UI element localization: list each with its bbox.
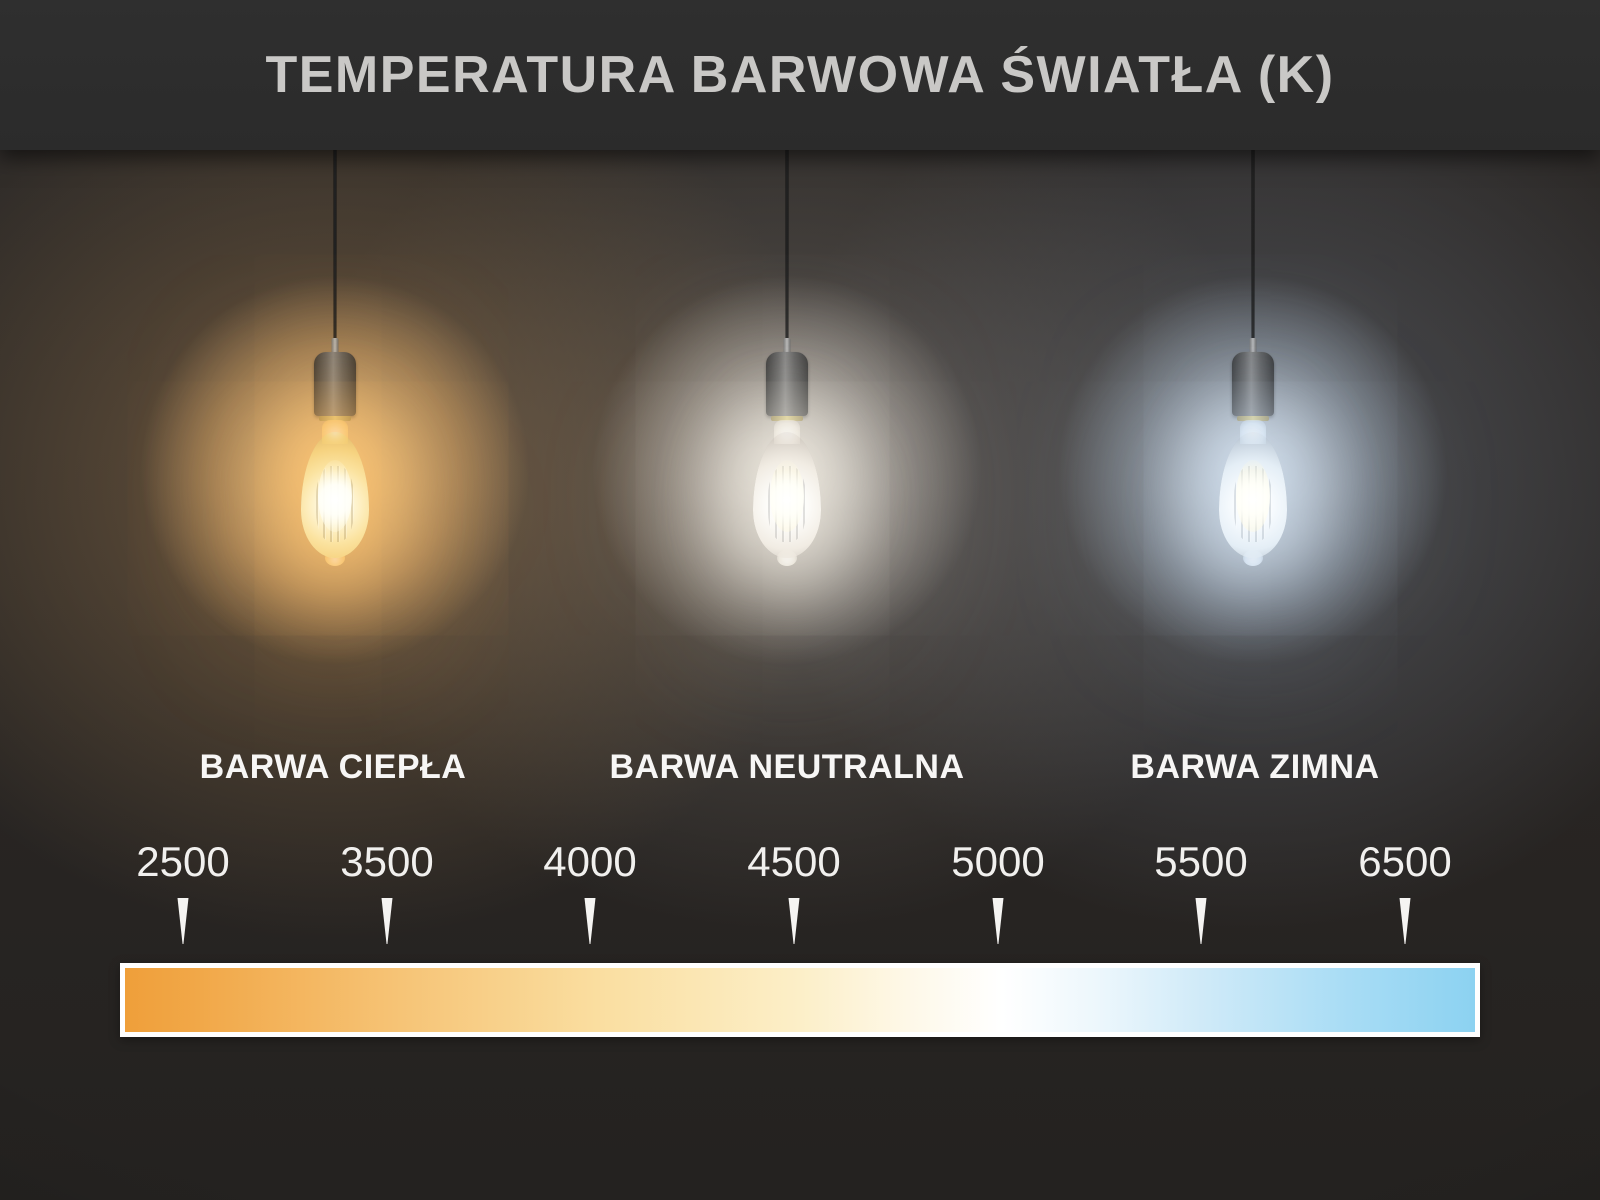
label-neutral: BARWA NEUTRALNA: [609, 748, 965, 786]
tick-label-6500: 6500: [1358, 838, 1452, 885]
cord: [1251, 150, 1255, 340]
tick-label-5000: 5000: [951, 838, 1045, 885]
cord-pin: [331, 338, 339, 354]
temperature-gradient: [125, 968, 1475, 1032]
filament-glow: [1236, 460, 1270, 532]
bulb-glass-warm: [301, 432, 369, 558]
tick-arrow: [177, 898, 189, 944]
tick-arrow: [584, 898, 596, 944]
tick-label-4500: 4500: [747, 838, 841, 885]
socket-brass-ring: [771, 416, 803, 421]
bulb-socket: [314, 352, 356, 416]
cord-pin: [1249, 338, 1257, 354]
label-cool: BARWA ZIMNA: [1130, 748, 1380, 786]
tick-arrow: [788, 898, 800, 944]
filament-glow: [770, 460, 804, 532]
tick-label-4000: 4000: [543, 838, 637, 885]
tick-arrow: [1399, 898, 1411, 944]
filament-glow: [318, 460, 352, 532]
page-title: TEMPERATURA BARWOWA ŚWIATŁA (K): [265, 46, 1335, 104]
tick-arrow: [381, 898, 393, 944]
tick-label-5500: 5500: [1154, 838, 1248, 885]
tick-arrow: [992, 898, 1004, 944]
bulb-socket: [1232, 352, 1274, 416]
header-band: TEMPERATURA BARWOWA ŚWIATŁA (K): [0, 0, 1600, 150]
tick-label-2500: 2500: [136, 838, 230, 885]
temperature-gradient-bar: [120, 963, 1480, 1037]
bulb-glass-neutral: [753, 432, 821, 558]
label-warm: BARWA CIEPŁA: [199, 748, 467, 786]
bulb-glass-cool: [1219, 432, 1287, 558]
cord: [333, 150, 337, 340]
socket-brass-ring: [1237, 416, 1269, 421]
cord: [785, 150, 789, 340]
cord-pin: [783, 338, 791, 354]
tick-arrow: [1195, 898, 1207, 944]
tick-label-3500: 3500: [340, 838, 434, 885]
bulb-socket: [766, 352, 808, 416]
socket-brass-ring: [319, 416, 351, 421]
